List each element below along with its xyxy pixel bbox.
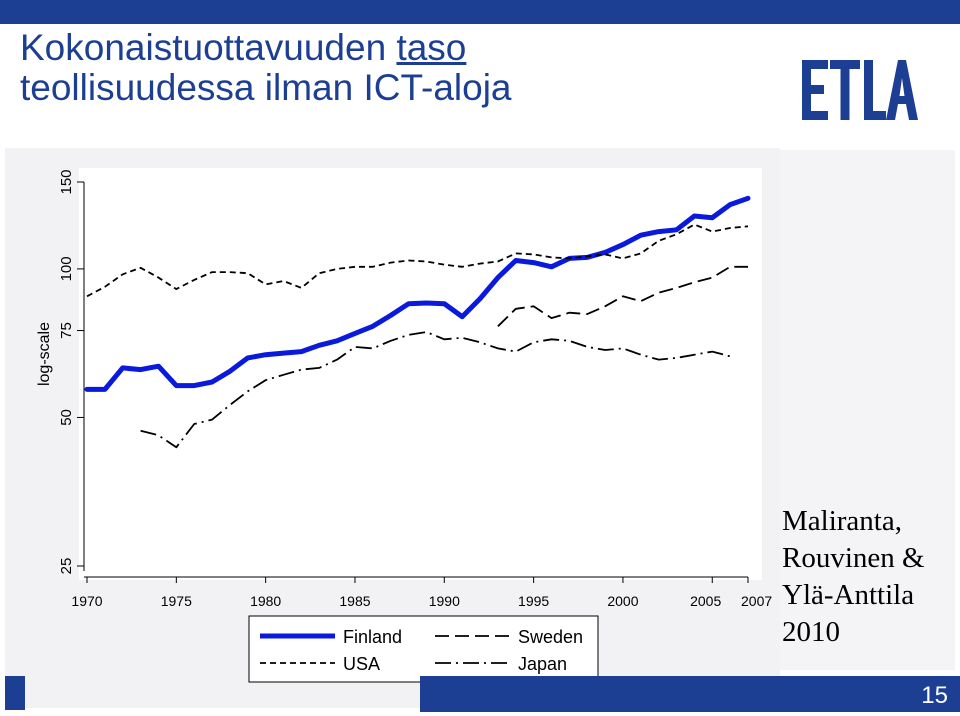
citation-line-2: Rouvinen & [782, 542, 925, 574]
series-line-japan [140, 331, 731, 449]
top-bar [0, 0, 960, 24]
legend-label-japan: Japan [518, 654, 567, 674]
y-axis-label: log-scale [36, 322, 53, 386]
line-chart: 25 50 75 100 150 log-scale 1970 1975 1980 1985 199… [36, 168, 772, 683]
x-tick-label-1990: 1990 [429, 593, 460, 609]
y-tick-label-100: 100 [58, 256, 75, 281]
x-tick-label-2000: 2000 [607, 593, 638, 609]
footer-bar [420, 676, 960, 712]
slide-title: Kokonaistuottavuuden taso teollisuudessa… [20, 28, 512, 108]
side-panel-background [780, 150, 955, 670]
series-line-finland [84, 195, 751, 392]
title-line-1: Kokonaistuottavuuden taso [20, 27, 466, 68]
series-line-usa [86, 223, 749, 298]
x-tick-label-1980: 1980 [250, 593, 281, 609]
plot-area [79, 168, 762, 580]
citation-line-3: Ylä-Anttila [782, 579, 915, 611]
footer-left-block [5, 676, 25, 710]
series-line-sweden [497, 265, 748, 327]
y-tick-label-150: 150 [58, 169, 75, 194]
title-part-1: Kokonaistuottavuuden [20, 27, 387, 68]
x-tick-label-2005: 2005 [690, 593, 721, 609]
etla-logo [802, 60, 918, 120]
page-number: 15 [921, 682, 948, 709]
x-tick-label-1985: 1985 [339, 593, 370, 609]
title-line-2: teollisuudessa ilman ICT-aloja [20, 67, 512, 108]
y-tick-label-75: 75 [58, 322, 75, 339]
legend-label-sweden: Sweden [518, 627, 583, 647]
citation-line-1: Maliranta, [782, 505, 902, 537]
y-tick-label-50: 50 [58, 409, 75, 426]
x-tick-label-1995: 1995 [518, 593, 549, 609]
citation-line-4: 2010 [782, 616, 840, 648]
y-tick-label-25: 25 [58, 558, 75, 575]
legend-label-usa: USA [343, 654, 380, 674]
legend-box [248, 615, 599, 683]
x-tick-label-1970: 1970 [71, 593, 102, 609]
legend-label-finland: Finland [343, 627, 402, 647]
title-part-2-underlined: taso [396, 27, 467, 68]
x-tick-label-1975: 1975 [161, 593, 192, 609]
citation: Maliranta, Rouvinen & Ylä-Anttila 2010 [782, 503, 925, 651]
x-tick-label-2007: 2007 [741, 593, 772, 609]
